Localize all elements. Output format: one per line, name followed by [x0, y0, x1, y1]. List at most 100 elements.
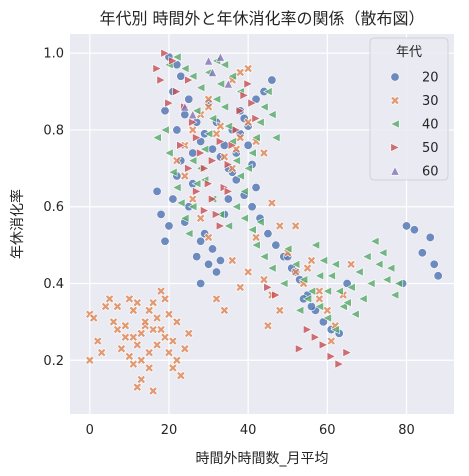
data-point-20 [429, 259, 439, 269]
data-point-30 [203, 102, 214, 112]
data-point-30 [243, 63, 253, 74]
data-point-40 [255, 217, 265, 227]
x-tick-label: 0 [86, 423, 94, 438]
legend-label-20: 20 [422, 71, 439, 86]
data-point-30 [148, 324, 158, 335]
data-point-40 [179, 213, 190, 223]
data-point-50 [192, 186, 202, 197]
legend-marker-30 [390, 95, 400, 106]
data-point-30 [326, 336, 336, 346]
data-point-30 [172, 317, 182, 327]
data-point-30 [152, 313, 162, 323]
data-point-40 [358, 294, 368, 304]
data-point-30 [116, 344, 127, 354]
data-point-30 [180, 171, 190, 181]
legend-marker-20 [390, 72, 400, 82]
data-point-40 [326, 271, 336, 281]
data-point-50 [334, 359, 345, 369]
data-point-40 [322, 286, 332, 296]
data-point-50 [184, 163, 194, 174]
data-point-30 [120, 321, 131, 331]
data-point-40 [175, 198, 186, 208]
data-point-50 [192, 132, 202, 143]
data-point-30 [148, 298, 158, 308]
data-point-50 [326, 351, 337, 362]
y-tick-label: 1.0 [43, 47, 64, 62]
data-point-50 [318, 340, 329, 350]
data-point-40 [381, 274, 392, 285]
data-point-30 [275, 221, 285, 231]
x-tick-label: 80 [398, 423, 415, 438]
data-point-30 [243, 117, 253, 127]
data-point-50 [164, 98, 174, 108]
data-point-30 [259, 275, 269, 285]
data-point-50 [188, 117, 198, 127]
data-point-40 [160, 125, 170, 135]
data-point-50 [251, 113, 261, 124]
data-point-50 [227, 140, 238, 150]
data-point-20 [192, 252, 202, 262]
data-point-30 [93, 336, 103, 346]
data-point-40 [330, 324, 340, 335]
data-point-50 [160, 48, 170, 58]
data-point-30 [136, 355, 146, 365]
data-point-30 [176, 370, 186, 381]
data-points [85, 48, 443, 396]
data-point-30 [251, 232, 261, 243]
data-point-50 [208, 155, 218, 166]
data-point-40 [350, 309, 360, 319]
data-point-50 [172, 86, 182, 97]
data-point-30 [112, 301, 123, 312]
data-point-50 [231, 125, 242, 135]
data-point-30 [132, 298, 142, 308]
data-point-50 [176, 140, 186, 150]
data-point-30 [231, 144, 241, 154]
data-point-20 [188, 148, 198, 158]
data-point-40 [354, 267, 364, 277]
data-point-40 [290, 259, 301, 269]
data-point-40 [219, 60, 229, 70]
data-point-20 [180, 110, 190, 120]
data-point-40 [362, 251, 372, 262]
y-tick-label: 0.6 [43, 200, 64, 215]
data-point-30 [188, 125, 198, 135]
data-point-50 [168, 56, 178, 66]
data-point-30 [156, 286, 166, 296]
data-point-30 [219, 152, 230, 162]
data-point-40 [243, 163, 253, 174]
data-point-40 [247, 225, 257, 235]
data-point-20 [417, 248, 427, 258]
data-point-40 [255, 117, 265, 127]
data-point-40 [191, 179, 202, 189]
data-point-40 [223, 221, 233, 231]
data-point-30 [306, 255, 317, 266]
data-point-30 [148, 386, 158, 396]
data-point-30 [164, 309, 174, 319]
legend-label-40: 40 [422, 118, 439, 133]
data-point-50 [215, 136, 226, 147]
data-point-30 [104, 294, 115, 304]
data-point-30 [243, 267, 253, 277]
data-point-40 [231, 202, 241, 212]
data-point-50 [239, 90, 250, 101]
legend-marker-60 [390, 166, 400, 176]
data-point-40 [334, 286, 344, 296]
data-point-20 [184, 94, 194, 104]
data-point-30 [101, 301, 111, 312]
data-point-40 [251, 240, 261, 250]
legend-box [369, 37, 449, 181]
data-point-20 [204, 259, 214, 269]
data-point-40 [172, 182, 182, 193]
data-point-40 [259, 251, 269, 262]
data-point-20 [271, 240, 281, 250]
data-point-40 [183, 228, 194, 239]
data-point-40 [263, 86, 273, 97]
data-point-50 [243, 79, 254, 89]
data-point-30 [97, 347, 107, 358]
y-tick-label: 0.4 [43, 277, 64, 292]
data-point-30 [85, 355, 95, 365]
data-point-50 [263, 282, 273, 293]
data-point-30 [227, 255, 237, 266]
data-point-50 [271, 290, 281, 300]
data-point-30 [168, 363, 178, 373]
